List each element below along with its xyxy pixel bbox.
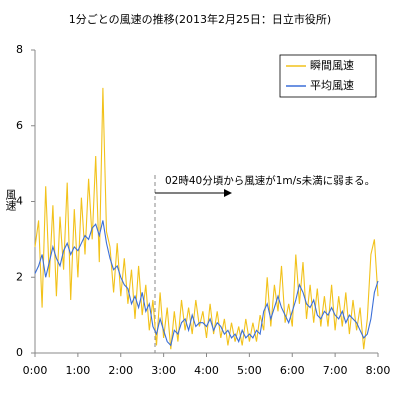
annotation: 02時40分頃から風速が1m/s未満に弱まる。 bbox=[165, 174, 375, 187]
y-axis-label: 風速 bbox=[4, 189, 17, 211]
x-tick-label: 1:00 bbox=[66, 364, 91, 377]
annotation-arrowhead bbox=[224, 189, 232, 197]
y-tick-label: 8 bbox=[16, 43, 23, 56]
y-tick-label: 4 bbox=[16, 195, 23, 208]
x-tick-label: 4:00 bbox=[194, 364, 219, 377]
legend-box bbox=[279, 54, 377, 98]
series-line bbox=[34, 220, 379, 347]
series-line bbox=[34, 87, 379, 350]
x-tick-label: 6:00 bbox=[280, 364, 305, 377]
legend-label: 瞬間風速 bbox=[310, 59, 354, 72]
y-tick-label: 0 bbox=[16, 346, 23, 359]
legend-label: 平均風速 bbox=[310, 79, 354, 92]
y-tick-label: 2 bbox=[16, 270, 23, 283]
x-tick-label: 8:00 bbox=[366, 364, 391, 377]
chart-title: 1分ごとの風速の推移(2013年2月25日：日立市役所) bbox=[69, 12, 331, 26]
x-tick-label: 5:00 bbox=[237, 364, 262, 377]
x-tick-label: 2:00 bbox=[108, 364, 133, 377]
x-tick-label: 3:00 bbox=[151, 364, 176, 377]
y-tick-label: 6 bbox=[16, 119, 23, 132]
x-tick-label: 7:00 bbox=[323, 364, 348, 377]
x-tick-label: 0:00 bbox=[23, 364, 48, 377]
